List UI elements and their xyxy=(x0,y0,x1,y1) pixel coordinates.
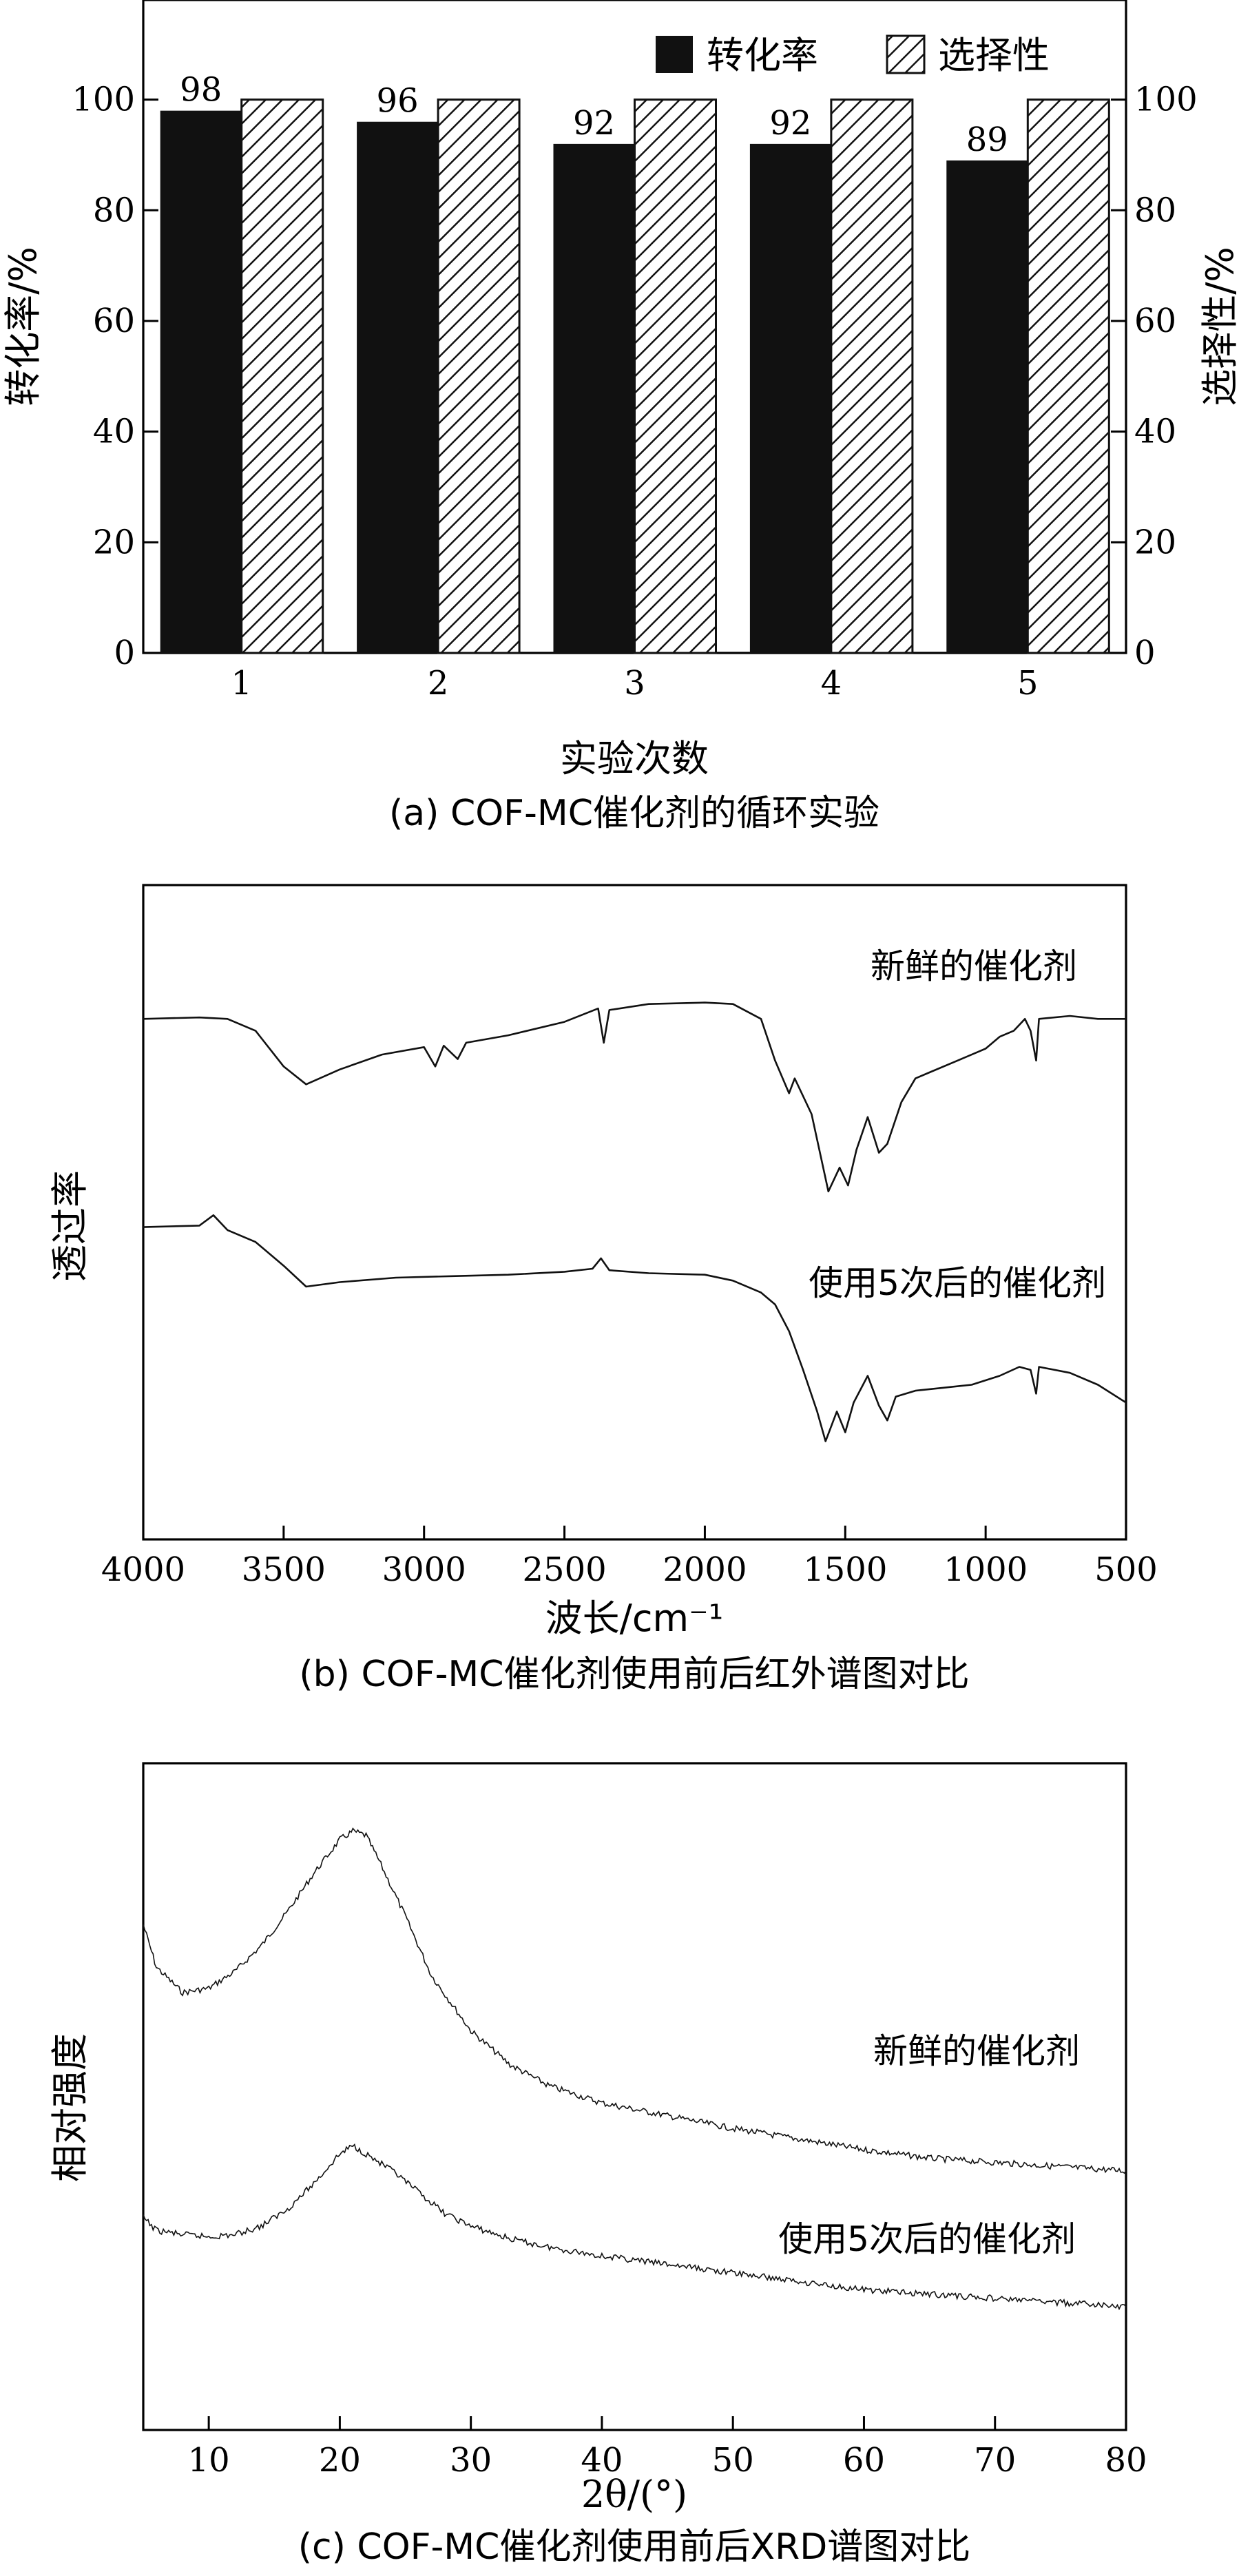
panel-b-x-axis-label: 波长/cm⁻¹ xyxy=(545,1597,724,1640)
panel-c-plot-frame xyxy=(142,1762,1127,2431)
legend-label-selectivity: 选择性 xyxy=(938,34,1050,77)
panel-c-series-used xyxy=(143,2143,1127,2311)
y-tick-label-left-3: 60 xyxy=(93,302,135,340)
panel-b-ir-spectra: 4000 3500 3000 2500 2000 1500 1000 500 新鲜的催化剂 使… xyxy=(48,884,1158,1695)
panel-a-legend: 转化率 选择性 xyxy=(656,34,1050,77)
y-tick-label-right-2: 40 xyxy=(1134,413,1176,451)
bar-selectivity-5 xyxy=(1026,98,1110,654)
panel-b-label-used: 使用5次后的催化剂 xyxy=(809,1263,1106,1303)
x-tick-label-1: 1 xyxy=(231,664,252,703)
panel-c-y-axis-label: 相对强度 xyxy=(48,2033,92,2182)
y-tick-label-left-4: 80 xyxy=(93,191,135,229)
panel-b-y-axis-label: 透过率 xyxy=(48,1170,92,1282)
y-tick-label-left-5: 100 xyxy=(72,81,135,119)
panel-b-x-tick-label-3: 2500 xyxy=(522,1550,606,1589)
panel-b-x-tick-label-1: 3500 xyxy=(242,1550,326,1589)
panel-c-caption: (c) COF-MC催化剂使用前后XRD谱图对比 xyxy=(298,2526,971,2568)
panel-b-label-fresh: 新鲜的催化剂 xyxy=(871,946,1077,986)
bar-selectivity-1 xyxy=(240,98,324,654)
y-tick-label-left-1: 20 xyxy=(93,523,135,561)
data-label-conversion-4: 92 xyxy=(769,104,811,143)
bar-selectivity-4 xyxy=(830,98,914,654)
data-label-conversion-2: 96 xyxy=(377,82,419,121)
panel-b-x-tick-label-6: 1000 xyxy=(944,1550,1028,1589)
y-tick-label-left-2: 40 xyxy=(93,413,135,451)
bar-conversion-5 xyxy=(946,160,1028,654)
panel-a-right-axis-label: 选择性/% xyxy=(1198,247,1242,406)
panel-b-series-used xyxy=(143,1214,1127,1442)
y-tick-label-right-0: 0 xyxy=(1134,634,1156,672)
bar-selectivity-2 xyxy=(437,98,521,654)
panel-c-x-tick-label-4: 50 xyxy=(712,2441,754,2480)
data-label-conversion-3: 92 xyxy=(573,104,615,143)
x-tick-label-3: 3 xyxy=(624,664,645,703)
panel-c-x-tick-label-7: 80 xyxy=(1105,2441,1147,2480)
panel-b-x-tick-label-4: 2000 xyxy=(663,1550,747,1589)
panel-b-plot-frame xyxy=(142,884,1127,1541)
panel-c-series-fresh xyxy=(143,1827,1127,2174)
panel-c-x-tick-label-0: 10 xyxy=(188,2441,230,2480)
legend-label-conversion: 转化率 xyxy=(707,34,818,77)
bar-conversion-1 xyxy=(160,110,242,653)
x-tick-label-5: 5 xyxy=(1017,664,1039,703)
panel-b-x-tick-label-5: 1500 xyxy=(803,1550,887,1589)
panel-a-x-axis-label: 实验次数 xyxy=(560,737,709,780)
panel-c-x-tick-label-1: 20 xyxy=(319,2441,361,2480)
y-tick-label-left-0: 0 xyxy=(114,634,135,672)
panel-c-label-fresh: 新鲜的催化剂 xyxy=(873,2031,1080,2071)
panel-b-x-tick-label-0: 4000 xyxy=(101,1550,185,1589)
data-label-conversion-5: 89 xyxy=(966,121,1008,159)
legend-swatch-conversion xyxy=(656,36,693,73)
bar-selectivity-3 xyxy=(634,98,717,654)
panel-a-caption: (a) COF-MC催化剂的循环实验 xyxy=(389,793,879,834)
x-tick-label-2: 2 xyxy=(428,664,449,703)
panel-b-x-tick-label-2: 3000 xyxy=(382,1550,466,1589)
panel-c-x-tick-label-3: 40 xyxy=(581,2441,623,2480)
x-tick-label-4: 4 xyxy=(821,664,842,703)
panel-c-xrd-patterns: 10 20 30 40 50 60 70 80 新鲜的催化剂 使用5次后的催化剂 相对强度 2… xyxy=(48,1762,1147,2568)
panel-c-x-axis-label: 2θ/(°) xyxy=(581,2473,687,2516)
data-label-conversion-1: 98 xyxy=(180,71,222,110)
panel-b-caption: (b) COF-MC催化剂使用前后红外谱图对比 xyxy=(299,1654,969,1695)
panel-c-label-used: 使用5次后的催化剂 xyxy=(778,2219,1076,2259)
y-tick-label-right-4: 80 xyxy=(1134,191,1176,229)
bar-conversion-2 xyxy=(357,121,439,654)
panel-c-x-tick-label-5: 60 xyxy=(843,2441,885,2480)
bar-conversion-3 xyxy=(553,143,635,654)
panel-c-x-tick-label-6: 70 xyxy=(974,2441,1016,2480)
panel-b-series-fresh xyxy=(143,1001,1126,1193)
panel-a-cycle-bar-chart: 0 0 20 20 40 40 60 60 80 80 100 100 1 2 3 4 5 98 96 92 92 89… xyxy=(1,0,1242,834)
panel-b-x-tick-label-7: 500 xyxy=(1094,1550,1158,1589)
panel-a-left-axis-label: 转化率/% xyxy=(1,247,45,406)
y-tick-label-right-3: 60 xyxy=(1134,302,1176,340)
bar-conversion-4 xyxy=(749,143,831,654)
panel-c-x-tick-label-2: 30 xyxy=(450,2441,492,2480)
legend-swatch-selectivity xyxy=(886,34,926,74)
y-tick-label-right-5: 100 xyxy=(1134,81,1198,119)
y-tick-label-right-1: 20 xyxy=(1134,523,1176,561)
